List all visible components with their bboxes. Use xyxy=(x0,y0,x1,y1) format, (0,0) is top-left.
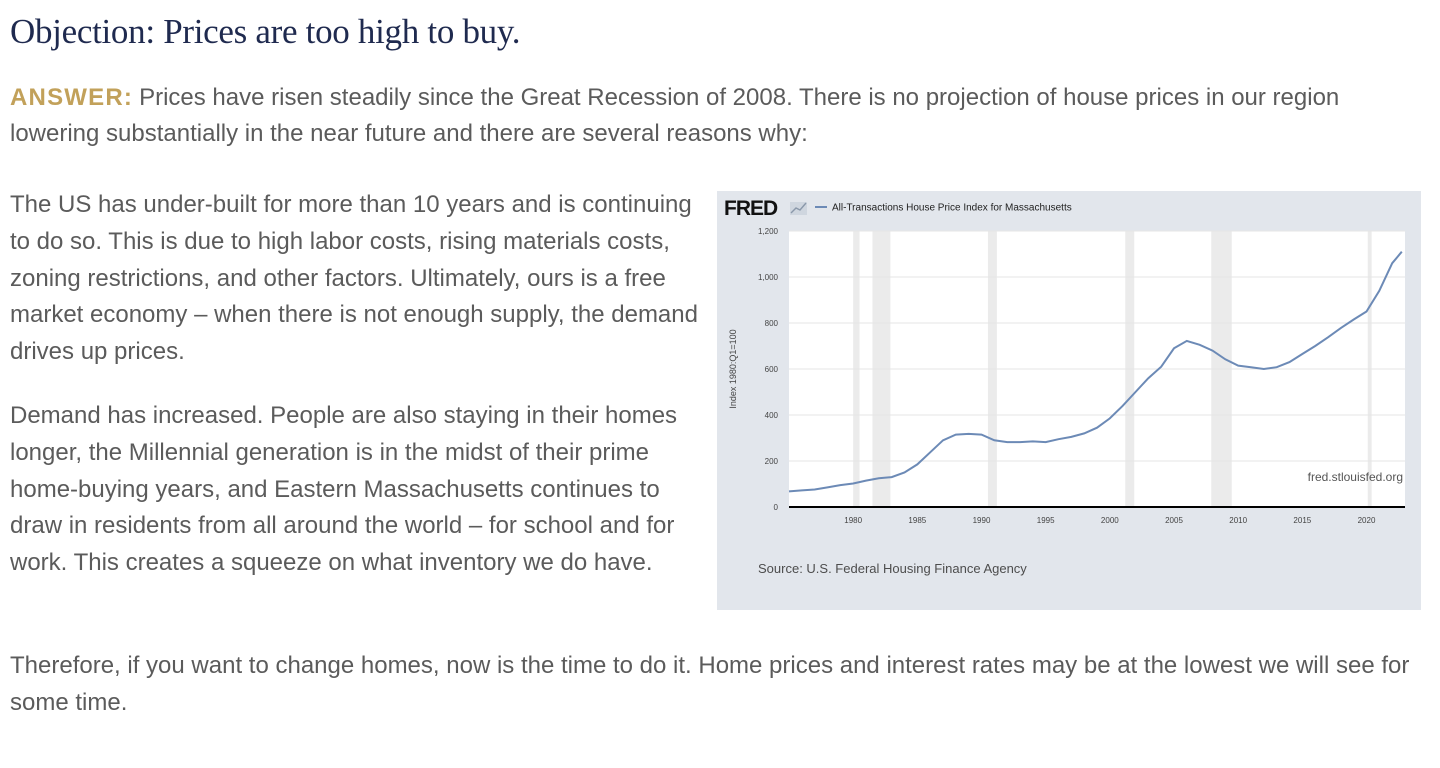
answer-label: ANSWER: xyxy=(10,84,134,111)
x-tick-label: 1980 xyxy=(844,516,862,525)
watermark: fred.stlouisfed.org xyxy=(1308,470,1403,484)
fred-chart-panel: 0 200 400 600 800 1,000 1,200 1980 1985 1990 1995… xyxy=(717,191,1421,610)
x-tick-label: 2010 xyxy=(1229,516,1247,525)
y-tick-label: 800 xyxy=(765,319,779,328)
fred-chart: 0 200 400 600 800 1,000 1,200 1980 1985 1990 1995… xyxy=(724,197,1405,576)
x-tick-label: 2005 xyxy=(1165,516,1183,525)
paragraph-conclusion: Therefore, if you want to change homes, … xyxy=(10,652,1410,716)
y-tick-label: 1,000 xyxy=(758,273,779,282)
x-tick-label: 2000 xyxy=(1101,516,1119,525)
series-line-massachusetts-hpi xyxy=(788,251,1403,493)
page-title: Objection: Prices are too high to buy. xyxy=(10,12,521,51)
answer-paragraph: ANSWER: Prices have risen steadily since … xyxy=(10,80,1410,152)
x-tick-label: 1985 xyxy=(908,516,926,525)
fred-graph-icon xyxy=(790,202,807,215)
y-tick-label: 600 xyxy=(765,365,779,374)
y-tick-label: 1,200 xyxy=(758,227,779,236)
chart-source: Source: U.S. Federal Housing Finance Age… xyxy=(758,561,1027,576)
legend-label: All-Transactions House Price Index for M… xyxy=(832,203,1072,214)
x-tick-label: 2015 xyxy=(1293,516,1311,525)
y-axis-label: Index 1980:Q1=100 xyxy=(728,329,738,408)
paragraph-demand: Demand has increased. People are also st… xyxy=(10,402,678,577)
answer-text: Prices have risen steadily since the Gre… xyxy=(10,84,1340,147)
x-tick-labels: 1980 1985 1990 1995 2000 2005 2010 2015 2020 xyxy=(844,516,1376,525)
y-tick-label: 400 xyxy=(765,411,779,420)
x-tick-label: 1995 xyxy=(1037,516,1055,525)
y-tick-label: 200 xyxy=(765,457,779,466)
x-tick-label: 2020 xyxy=(1358,516,1376,525)
fred-logo: FRED xyxy=(724,197,778,220)
x-tick-label: 1990 xyxy=(973,516,991,525)
y-tick-label: 0 xyxy=(774,503,779,512)
y-tick-labels: 0 200 400 600 800 1,000 1,200 xyxy=(758,227,779,512)
paragraph-supply: The US has under-built for more than 10 … xyxy=(10,191,698,366)
gridlines xyxy=(789,230,1405,462)
